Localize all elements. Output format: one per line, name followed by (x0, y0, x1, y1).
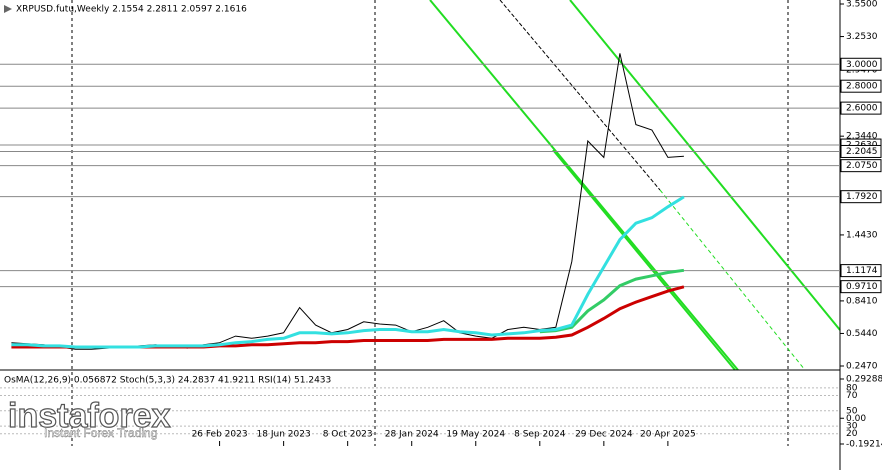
x-tick-label: 18 Jun 2023 (257, 430, 311, 440)
indicator-title: OsMA(12,26,9) 0.056872 Stoch(5,3,3) 24.2… (4, 376, 331, 386)
level-label: 3.0000 (846, 60, 878, 70)
x-tick-label: 8 Sep 2024 (514, 430, 566, 440)
moving-average (539, 268, 685, 334)
channel-line (569, 0, 841, 331)
level-box (840, 57, 882, 71)
x-tick-label: 29 Dec 2024 (575, 430, 633, 440)
y-tick-label: 0.5440 (846, 329, 878, 339)
y-tick-label: 3.2530 (846, 32, 878, 42)
y-tick-label: 80 (846, 383, 858, 393)
y-tick-label: 2.3440 (846, 132, 878, 142)
watermark-brand: instaforex (8, 397, 171, 435)
level-label: 0.9710 (846, 282, 878, 292)
level-label: 2.8000 (846, 82, 878, 92)
x-tick-label: 20 Apr 2025 (640, 430, 696, 440)
level-box (840, 280, 882, 294)
level-label: 2.0750 (846, 161, 878, 171)
x-tick-label: 26 Feb 2023 (192, 430, 248, 440)
x-tick-label: 19 May 2024 (446, 430, 505, 440)
y-tick-label: 70 (846, 391, 858, 401)
level-label: 2.2045 (846, 147, 878, 157)
level-box (840, 101, 882, 115)
y2-tick-label: 0.292888 (846, 375, 882, 385)
x-tick-label: 28 Jan 2024 (385, 430, 439, 440)
level-box (840, 79, 882, 93)
y-tick-label: 0.2470 (846, 362, 878, 372)
level-box (840, 159, 882, 173)
y-tick-label: 20 (846, 429, 858, 439)
y-tick-label: 0.8410 (846, 296, 878, 306)
y2-tick-label: -0.192149 (846, 440, 882, 450)
symbol-icon (4, 5, 12, 13)
trend-line (659, 189, 806, 371)
y-tick-label: 50 (846, 406, 858, 416)
level-box (840, 144, 882, 158)
y-tick-label: 30 (846, 422, 858, 432)
channel-line (429, 0, 739, 371)
y2-tick-label: 0.00 (846, 414, 866, 424)
level-label: 1.1174 (846, 266, 878, 276)
x-tick-label: 8 Oct 2023 (323, 430, 373, 440)
channel-line (552, 149, 736, 371)
y-tick-label: 3.5500 (846, 0, 878, 10)
trend-line (499, 0, 661, 191)
moving-average (11, 195, 685, 349)
level-box (840, 264, 882, 278)
watermark-tagline: Instant Forex Trading (44, 426, 157, 440)
y-tick-label: 1.4430 (846, 230, 878, 240)
level-box (840, 190, 882, 204)
level-label: 2.6000 (846, 104, 878, 114)
chart-title: XRPUSD.futu,Weekly 2.1554 2.2811 2.0597 … (16, 5, 247, 15)
level-label: 1.7920 (846, 192, 878, 202)
